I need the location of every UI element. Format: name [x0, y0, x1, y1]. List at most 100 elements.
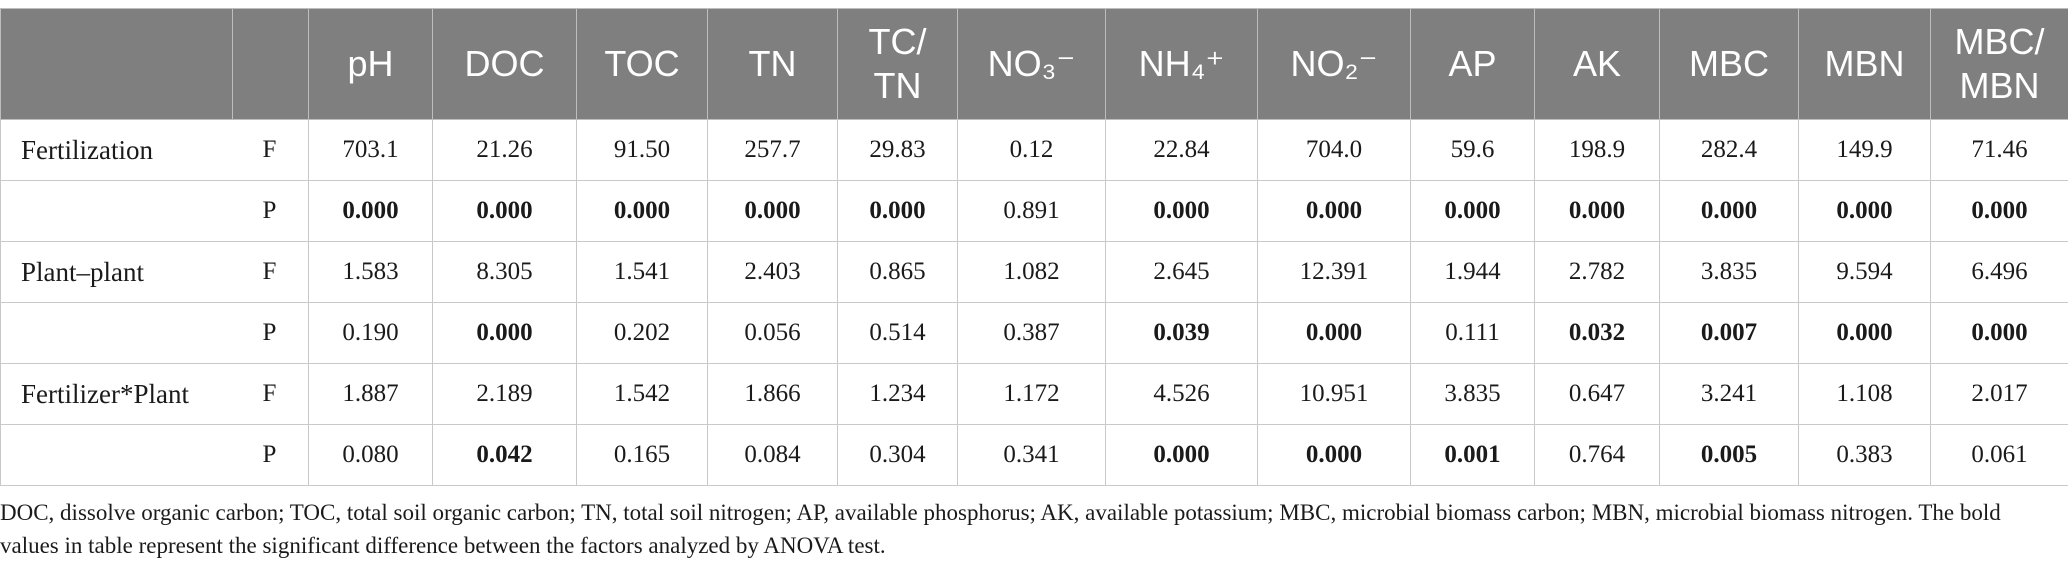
value-cell: 0.084 — [707, 424, 838, 486]
value-cell: 3.835 — [1410, 363, 1535, 425]
value-cell: 0.165 — [576, 424, 708, 486]
value-cell: 0.387 — [957, 302, 1106, 364]
value-cell: 0.042 — [432, 424, 577, 486]
column-header: NH₄⁺ — [1105, 8, 1258, 120]
value-cell: 1.583 — [308, 241, 433, 303]
value-cell: 10.951 — [1257, 363, 1411, 425]
value-cell: 257.7 — [707, 119, 838, 181]
value-cell: 0.000 — [1105, 424, 1258, 486]
value-cell: 0.000 — [1534, 180, 1660, 242]
column-header: AP — [1410, 8, 1535, 120]
value-cell: 0.000 — [1798, 180, 1931, 242]
value-cell: 8.305 — [432, 241, 577, 303]
value-cell: 12.391 — [1257, 241, 1411, 303]
value-cell: 0.000 — [1798, 302, 1931, 364]
value-cell: 0.039 — [1105, 302, 1258, 364]
column-header: MBC — [1659, 8, 1799, 120]
value-cell: 0.005 — [1659, 424, 1799, 486]
factor-label: Fertilization — [0, 119, 233, 181]
value-cell: 2.782 — [1534, 241, 1660, 303]
value-cell: 0.12 — [957, 119, 1106, 181]
value-cell: 1.542 — [576, 363, 708, 425]
value-cell: 0.764 — [1534, 424, 1660, 486]
anova-table-container: pH DOC TOC TN TC/ TN NO₃⁻ NH₄⁺ NO₂⁻ AP AK MBC MBN MB… — [0, 8, 2068, 486]
value-cell: 0.000 — [1257, 302, 1411, 364]
value-cell: 0.000 — [432, 302, 577, 364]
table-row: P 0.000 0.000 0.000 0.000 0.000 0.891 0.000 0.00… — [0, 180, 2068, 242]
column-header: MBN — [1798, 8, 1931, 120]
value-cell: 2.189 — [432, 363, 577, 425]
value-cell: 0.001 — [1410, 424, 1535, 486]
column-header: TC/ TN — [837, 8, 958, 120]
anova-table: pH DOC TOC TN TC/ TN NO₃⁻ NH₄⁺ NO₂⁻ AP AK MBC MBN MB… — [0, 8, 2068, 486]
table-row: Fertilization F 703.1 21.26 91.50 257.7 29.83 0… — [0, 119, 2068, 181]
value-cell: 0.000 — [308, 180, 433, 242]
value-cell: 0.000 — [1105, 180, 1258, 242]
value-cell: 1.082 — [957, 241, 1106, 303]
column-header: AK — [1534, 8, 1660, 120]
value-cell: 1.172 — [957, 363, 1106, 425]
table-row: Plant–plant F 1.583 8.305 1.541 2.403 0.865 1.0… — [0, 241, 2068, 303]
value-cell: 0.111 — [1410, 302, 1535, 364]
value-cell: 71.46 — [1930, 119, 2068, 181]
value-cell: 4.526 — [1105, 363, 1258, 425]
statistic-label: P — [232, 180, 309, 242]
value-cell: 1.887 — [308, 363, 433, 425]
value-cell: 0.000 — [1930, 180, 2068, 242]
value-cell: 0.647 — [1534, 363, 1660, 425]
table-row: Fertilizer*Plant F 1.887 2.189 1.542 1.866 1.2… — [0, 363, 2068, 425]
table-footnote: DOC, dissolve organic carbon; TOC, total… — [0, 500, 2001, 558]
table-row: P 0.190 0.000 0.202 0.056 0.514 0.387 0.039 0.00… — [0, 302, 2068, 364]
value-cell: 0.061 — [1930, 424, 2068, 486]
value-cell: 0.514 — [837, 302, 958, 364]
statistic-label: F — [232, 241, 309, 303]
value-cell: 2.017 — [1930, 363, 2068, 425]
value-cell: 59.6 — [1410, 119, 1535, 181]
value-cell: 0.304 — [837, 424, 958, 486]
column-header: NO₃⁻ — [957, 8, 1106, 120]
column-header: NO₂⁻ — [1257, 8, 1411, 120]
factor-label: Plant–plant — [0, 241, 233, 303]
value-cell: 22.84 — [1105, 119, 1258, 181]
statistic-label: P — [232, 424, 309, 486]
factor-label — [0, 302, 233, 364]
table-header-row: pH DOC TOC TN TC/ TN NO₃⁻ NH₄⁺ NO₂⁻ AP AK MBC MBN MB… — [0, 8, 2068, 120]
value-cell: 1.234 — [837, 363, 958, 425]
value-cell: 0.032 — [1534, 302, 1660, 364]
value-cell: 198.9 — [1534, 119, 1660, 181]
value-cell: 0.056 — [707, 302, 838, 364]
value-cell: 0.000 — [1257, 180, 1411, 242]
value-cell: 2.403 — [707, 241, 838, 303]
value-cell: 149.9 — [1798, 119, 1931, 181]
value-cell: 9.594 — [1798, 241, 1931, 303]
value-cell: 1.108 — [1798, 363, 1931, 425]
value-cell: 0.341 — [957, 424, 1106, 486]
factor-label — [0, 424, 233, 486]
value-cell: 0.202 — [576, 302, 708, 364]
value-cell: 6.496 — [1930, 241, 2068, 303]
value-cell: 3.241 — [1659, 363, 1799, 425]
value-cell: 0.000 — [837, 180, 958, 242]
factor-label: Fertilizer*Plant — [0, 363, 233, 425]
value-cell: 91.50 — [576, 119, 708, 181]
value-cell: 0.000 — [432, 180, 577, 242]
factor-label — [0, 180, 233, 242]
value-cell: 0.000 — [1930, 302, 2068, 364]
value-cell: 0.000 — [1410, 180, 1535, 242]
value-cell: 0.865 — [837, 241, 958, 303]
value-cell: 0.891 — [957, 180, 1106, 242]
value-cell: 0.190 — [308, 302, 433, 364]
value-cell: 0.007 — [1659, 302, 1799, 364]
column-header: pH — [308, 8, 433, 120]
value-cell: 703.1 — [308, 119, 433, 181]
value-cell: 282.4 — [1659, 119, 1799, 181]
value-cell: 0.000 — [1257, 424, 1411, 486]
statistic-label: F — [232, 119, 309, 181]
column-header: TN — [707, 8, 838, 120]
value-cell: 0.000 — [576, 180, 708, 242]
value-cell: 704.0 — [1257, 119, 1411, 181]
value-cell: 1.866 — [707, 363, 838, 425]
value-cell: 29.83 — [837, 119, 958, 181]
column-header: MBC/ MBN — [1930, 8, 2068, 120]
statistic-label: P — [232, 302, 309, 364]
